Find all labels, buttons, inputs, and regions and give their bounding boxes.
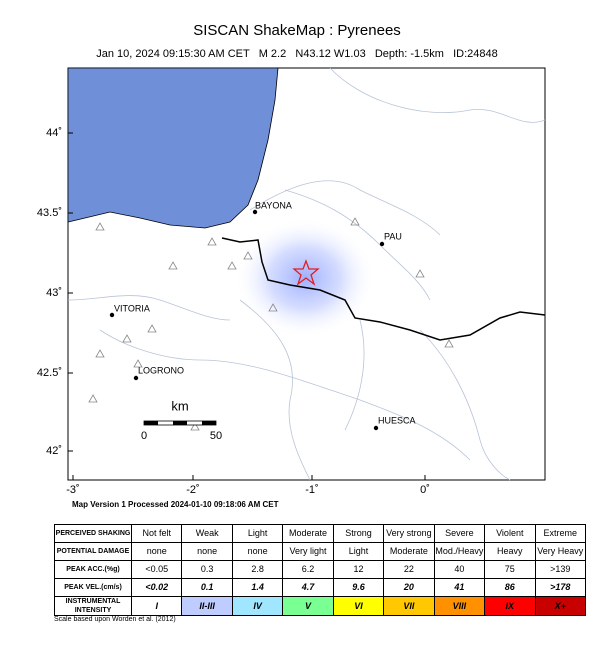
y-tick-label: 43.5˚ xyxy=(37,207,62,219)
city-label: HUESCA xyxy=(378,415,416,425)
legend-cell: >178 xyxy=(534,578,586,597)
legend-cell: Very strong xyxy=(383,524,435,543)
legend-cell: Light xyxy=(332,542,385,561)
y-tick-label: 43˚ xyxy=(46,287,62,299)
legend-row: PEAK VEL.(cm/s) <0.02 0.1 1.4 4.7 9.6 20 41 86 >1… xyxy=(54,578,586,597)
legend-cell: Very light xyxy=(282,542,334,561)
city-dot xyxy=(133,375,139,381)
legend-cell: 22 xyxy=(383,560,435,579)
legend-cell: 0.3 xyxy=(181,560,233,579)
legend-cell: V xyxy=(282,596,334,616)
y-tick-label: 42˚ xyxy=(46,445,62,457)
rivers xyxy=(67,67,546,481)
row-header: PERCEIVED SHAKING xyxy=(54,524,132,543)
row-header: PEAK VEL.(cm/s) xyxy=(54,578,132,597)
legend-cell: Moderate xyxy=(383,542,435,561)
city-label: LOGRONO xyxy=(138,365,184,375)
legend-cell: VII xyxy=(383,596,435,616)
legend-cell: VIII xyxy=(433,596,486,616)
y-tick-label: 44˚ xyxy=(46,127,62,139)
legend-cell: <0.05 xyxy=(130,560,183,579)
city-label: PAU xyxy=(384,231,402,241)
city-dot xyxy=(109,312,115,318)
legend-cell: Mod./Heavy xyxy=(433,542,486,561)
legend-cell: none xyxy=(181,542,233,561)
legend-row: PERCEIVED SHAKING Not felt Weak Light Modera… xyxy=(54,524,586,543)
ocean xyxy=(67,67,279,229)
row-header: INSTRUMENTAL INTENSITY xyxy=(54,596,132,616)
legend-cell: 9.6 xyxy=(332,578,385,597)
legend-cell: X+ xyxy=(534,596,586,616)
legend-cell: Strong xyxy=(332,524,385,543)
legend-cell: 41 xyxy=(433,578,486,597)
footnote: Scale based upon Worden et al. (2012) xyxy=(54,616,176,623)
legend-cell: <0.02 xyxy=(130,578,183,597)
epicenter xyxy=(292,259,320,286)
legend-cell: Moderate xyxy=(282,524,334,543)
legend-row: INSTRUMENTAL INTENSITY I II-III IV V VI VII VII… xyxy=(54,596,586,616)
legend-cell: Extreme xyxy=(534,524,586,543)
legend-cell: 4.7 xyxy=(282,578,334,597)
legend-cell: 1.4 xyxy=(231,578,284,597)
city-label: BAYONA xyxy=(255,200,292,210)
legend-cell: 6.2 xyxy=(282,560,334,579)
processed-note: Map Version 1 Processed 2024-01-10 09:18… xyxy=(72,500,279,509)
stations xyxy=(88,217,454,431)
legend-cell: >139 xyxy=(534,560,586,579)
legend-cell: VI xyxy=(332,596,385,616)
city-dot xyxy=(252,209,258,215)
city-label: VITORIA xyxy=(114,303,150,313)
scale-unit: km xyxy=(171,398,188,413)
legend-cell: IV xyxy=(231,596,284,616)
legend-cell: 20 xyxy=(383,578,435,597)
legend-cell: Severe xyxy=(433,524,486,543)
x-tick-label: -3˚ xyxy=(66,484,79,496)
x-tick-label: -2˚ xyxy=(186,484,199,496)
title: SISCAN ShakeMap : Pyrenees xyxy=(193,22,401,39)
map-figure: SISCAN ShakeMap : Pyrenees Jan 10, 2024 … xyxy=(37,22,546,509)
legend-cell: 2.8 xyxy=(231,560,284,579)
legend-cell: Weak xyxy=(181,524,233,543)
subtitle: Jan 10, 2024 09:15:30 AM CET M 2.2 N43.1… xyxy=(96,48,498,60)
city-dot xyxy=(379,241,385,247)
legend-row: POTENTIAL DAMAGE none none none Very light Li… xyxy=(54,542,586,561)
x-tick-label: 0˚ xyxy=(420,484,430,496)
legend-cell: 0.1 xyxy=(181,578,233,597)
legend-cell: 40 xyxy=(433,560,486,579)
legend-cell: I xyxy=(130,596,183,616)
legend-cell: IX xyxy=(484,596,536,616)
scale-bar xyxy=(143,420,217,426)
legend-cell: Violent xyxy=(484,524,536,543)
row-header: POTENTIAL DAMAGE xyxy=(54,542,132,561)
x-tick-label: -1˚ xyxy=(305,484,318,496)
legend-cell: none xyxy=(231,542,284,561)
legend-cell: 12 xyxy=(332,560,385,579)
scale-label: 0 xyxy=(141,430,147,442)
border xyxy=(221,237,546,341)
city-dot xyxy=(373,425,379,431)
legend-cell: Not felt xyxy=(130,524,183,543)
legend-cell: Light xyxy=(231,524,284,543)
legend-cell: Very Heavy xyxy=(534,542,586,561)
legend-cell: none xyxy=(130,542,183,561)
intensity-legend: PERCEIVED SHAKING Not felt Weak Light Modera… xyxy=(54,524,586,616)
legend-cell: II-III xyxy=(181,596,233,616)
scale-label: 50 xyxy=(210,430,222,442)
row-header: PEAK ACC.(%g) xyxy=(54,560,132,579)
y-tick-label: 42.5˚ xyxy=(37,367,62,379)
legend-cell: 86 xyxy=(484,578,536,597)
legend-row: PEAK ACC.(%g) <0.05 0.3 2.8 6.2 12 22 40 75 >139 xyxy=(54,560,586,579)
legend-cell: Heavy xyxy=(484,542,536,561)
legend-cell: 75 xyxy=(484,560,536,579)
